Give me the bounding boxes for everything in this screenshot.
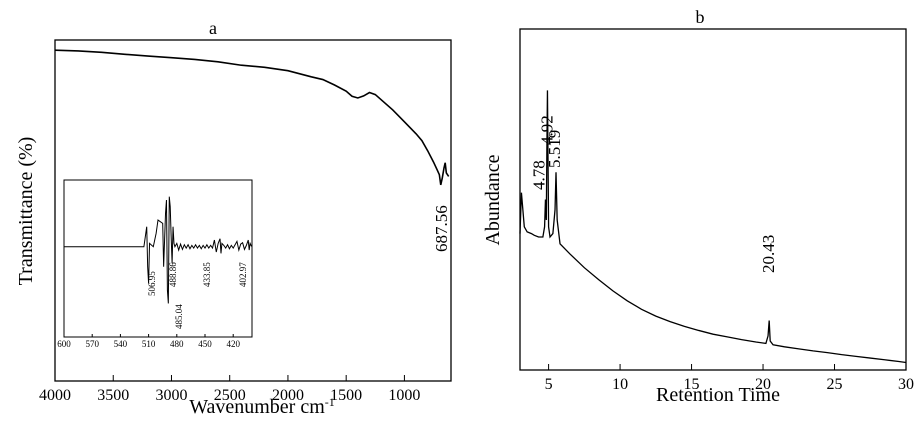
inset-x-tick-label-420: 420 [226, 339, 240, 349]
chart-panel-a: a 4000 3500 3000 2500 2000 1500 1000 687.56 Wa… [15, 18, 452, 418]
inset-frame [63, 179, 253, 338]
peak-label-4-92: 4.92 [537, 115, 556, 145]
inset-peak-label-506: 506.95 [147, 271, 157, 296]
inset-peak-label-402: 402.97 [238, 262, 248, 287]
inset-peak-label-488: 488.86 [168, 262, 178, 287]
plot-frame-b [519, 28, 907, 371]
inset-x-tick-label-510: 510 [142, 339, 156, 349]
peak-label-687: 687.56 [432, 205, 451, 252]
peak-label-20-43: 20.43 [759, 235, 778, 273]
inset-chart: 600 570 540 510 480 450 420 506.95 488.86 485.… [57, 179, 253, 349]
x-b-tick-label-30: 30 [898, 376, 914, 393]
x-a-tick-label-3000: 3000 [155, 387, 187, 404]
x-b-tick-label-10: 10 [612, 376, 628, 393]
chromatogram-line [519, 90, 907, 364]
peak-label-4-78: 4.78 [529, 160, 548, 190]
inset-peak-label-485: 485.04 [174, 304, 184, 329]
inset-x-tick-label-450: 450 [198, 339, 212, 349]
y-axis-title-b: Abundance [482, 154, 504, 245]
x-a-tick-label-1500: 1500 [330, 387, 362, 404]
plot-frame-a [54, 39, 452, 382]
inset-spectrum-line [64, 196, 253, 304]
inset-peak-label-433: 433.85 [202, 262, 212, 287]
x-b-tick-label-20: 20 [755, 376, 771, 393]
x-b-tick-label-25: 25 [827, 376, 843, 393]
x-a-tick-label-4000: 4000 [39, 387, 71, 404]
x-b-tick-label-5: 5 [545, 376, 553, 393]
inset-x-tick-label-600: 600 [57, 339, 71, 349]
peak-label-5-519: 5.519 [545, 130, 564, 168]
x-a-tick-label-2500: 2500 [214, 387, 246, 404]
inset-x-ticks: 600 570 540 510 480 450 420 [57, 334, 240, 349]
x-a-tick-label-1000: 1000 [388, 387, 420, 404]
x-b-tick-label-15: 15 [684, 376, 700, 393]
x-axis-title-a: Wavenumber cm-1 [189, 395, 335, 418]
panel-b-label: b [696, 7, 705, 27]
inset-x-tick-label-540: 540 [114, 339, 128, 349]
inset-x-tick-label-480: 480 [170, 339, 184, 349]
x-axis-title-b: Retention Time [656, 384, 780, 406]
chart-panel-b: b 5 10 15 20 25 30 4.78 4.92 5.519 20.43 Rete… [482, 7, 914, 406]
inset-x-tick-label-570: 570 [85, 339, 99, 349]
x-ticks-b: 5 10 15 20 25 30 [545, 364, 914, 393]
ftir-spectrum-line [54, 49, 450, 186]
x-ticks-a: 4000 3500 3000 2500 2000 1500 1000 [39, 375, 420, 404]
x-a-tick-label-3500: 3500 [97, 387, 129, 404]
y-axis-title-a: Transmittance (%) [15, 137, 37, 286]
x-a-tick-label-2000: 2000 [272, 387, 304, 404]
panel-a-label: a [209, 18, 217, 38]
